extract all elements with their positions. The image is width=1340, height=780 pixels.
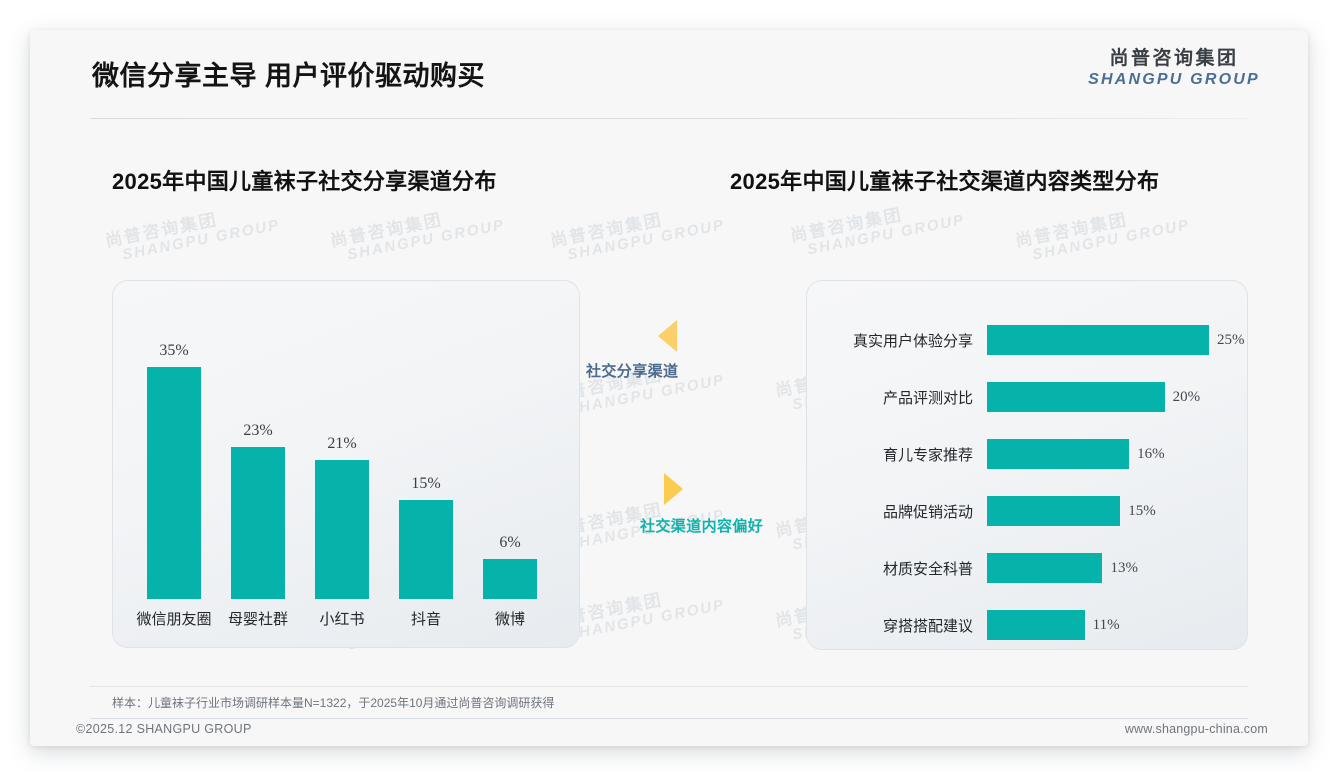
bar-column[interactable]: 35% 微信朋友圈 <box>136 342 211 628</box>
bar-value-label: 25% <box>1217 331 1245 348</box>
bar-value-label: 21% <box>327 434 357 452</box>
bar-category-label: 材质安全科普 <box>882 560 973 578</box>
bar-category-label: 真实用户体验分享 <box>852 332 973 350</box>
bar-category-label: 微博 <box>494 611 525 628</box>
website-link[interactable]: www.shangpu-china.com <box>1124 722 1268 736</box>
left-chart-card: 35% 微信朋友圈 23% 母婴社群 21% 小红书 15% 抖音 6% 微博 <box>112 280 580 648</box>
bar-rect[interactable]: 6% <box>483 534 537 599</box>
watermark-cn: 尚普咨询集团 <box>328 210 445 251</box>
bar-rect[interactable] <box>987 325 1209 355</box>
annotation-label: 社交分享渠道 <box>586 363 679 380</box>
bar-category-label: 母婴社群 <box>227 611 288 628</box>
bar-value-label: 20% <box>1172 388 1201 405</box>
bar-row[interactable]: 穿搭搭配建议 11% <box>807 610 1247 640</box>
bar-rect[interactable]: 35% <box>147 342 201 599</box>
watermark-en: SHANGPU GROUP <box>565 216 727 264</box>
right-chart-card: 真实用户体验分享 25% 产品评测对比 20% 育儿专家推荐 16% 品牌促销活动 15% 材质… <box>806 280 1248 650</box>
bar-category-label: 穿搭搭配建议 <box>882 617 973 635</box>
bar-row[interactable]: 育儿专家推荐 16% <box>807 439 1247 469</box>
horizontal-bar-chart: 真实用户体验分享 25% 产品评测对比 20% 育儿专家推荐 16% 品牌促销活动 15% 材质… <box>807 281 1247 649</box>
brand-name-cn: 尚普咨询集团 <box>1109 48 1239 69</box>
bar-row[interactable]: 品牌促销活动 15% <box>807 496 1247 526</box>
annotation-label: 社交渠道内容偏好 <box>640 518 764 535</box>
footnote-divider <box>90 686 1248 687</box>
left-chart-title: 2025年中国儿童袜子社交分享渠道分布 <box>112 169 497 194</box>
watermark-en: SHANGPU GROUP <box>805 211 967 259</box>
bar-row[interactable]: 真实用户体验分享 25% <box>807 325 1247 355</box>
bar-rect[interactable] <box>987 553 1103 583</box>
footer-divider <box>90 718 1248 719</box>
slide-header: 微信分享主导 用户评价驱动购买 尚普咨询集团 SHANGPU GROUP <box>30 30 1308 120</box>
watermark-cn: 尚普咨询集团 <box>103 210 220 251</box>
bar-column[interactable]: 23% 母婴社群 <box>228 422 288 628</box>
watermark-en: SHANGPU GROUP <box>120 216 282 264</box>
bar-value-label: 15% <box>411 474 441 492</box>
bar-category-label: 微信朋友圈 <box>136 611 212 628</box>
watermark-cn: 尚普咨询集团 <box>548 210 665 251</box>
bar-rect[interactable]: 23% <box>231 422 285 599</box>
bar-rect[interactable]: 21% <box>315 435 369 599</box>
bar-rect[interactable]: 15% <box>399 475 453 599</box>
bar-rect[interactable] <box>987 496 1121 526</box>
annotation-content-preference: 社交渠道内容偏好 <box>640 473 764 536</box>
bar-row[interactable]: 材质安全科普 13% <box>807 553 1247 583</box>
triangle-left-icon <box>658 320 677 352</box>
triangle-right-icon <box>664 473 683 505</box>
copyright-text: ©2025.12 SHANGPU GROUP <box>76 722 252 736</box>
bar-column[interactable]: 21% 小红书 <box>315 435 369 628</box>
bar-value-label: 6% <box>499 534 521 552</box>
page-title: 微信分享主导 用户评价驱动购买 <box>92 61 486 91</box>
annotation-social-share-channel: 社交分享渠道 <box>586 320 679 381</box>
brand-logo: 尚普咨询集团 SHANGPU GROUP <box>1074 48 1274 90</box>
bar-category-label: 品牌促销活动 <box>882 503 973 521</box>
bar-value-label: 16% <box>1137 445 1165 462</box>
bar-rect[interactable] <box>987 382 1165 412</box>
watermark-en: SHANGPU GROUP <box>1030 216 1192 264</box>
bar-column[interactable]: 15% 抖音 <box>399 475 453 628</box>
watermark-en: SHANGPU GROUP <box>345 216 507 264</box>
bar-category-label: 育儿专家推荐 <box>882 446 973 464</box>
bar-value-label: 35% <box>159 342 189 359</box>
vertical-bar-chart: 35% 微信朋友圈 23% 母婴社群 21% 小红书 15% 抖音 6% 微博 <box>113 281 579 647</box>
bar-row[interactable]: 产品评测对比 20% <box>807 382 1247 412</box>
watermark-en: SHANGPU GROUP <box>565 596 727 644</box>
watermark-cn: 尚普咨询集团 <box>1013 210 1130 251</box>
right-chart-title: 2025年中国儿童袜子社交渠道内容类型分布 <box>730 169 1160 194</box>
header-divider <box>90 118 1248 119</box>
bar-value-label: 15% <box>1128 502 1156 519</box>
sample-note: 样本：儿童袜子行业市场调研样本量N=1322，于2025年10月通过尚普咨询调研… <box>112 696 555 710</box>
bar-column[interactable]: 6% 微博 <box>483 534 537 628</box>
bar-rect[interactable] <box>987 439 1130 469</box>
bar-category-label: 抖音 <box>410 611 441 628</box>
bar-value-label: 11% <box>1092 616 1120 633</box>
bar-rect[interactable] <box>987 610 1085 640</box>
watermark-cn: 尚普咨询集团 <box>788 205 905 246</box>
slide-page: 微信分享主导 用户评价驱动购买 尚普咨询集团 SHANGPU GROUP 尚普咨… <box>30 30 1308 746</box>
bar-value-label: 13% <box>1110 559 1138 576</box>
bar-value-label: 23% <box>243 421 273 439</box>
bar-category-label: 小红书 <box>319 611 365 628</box>
bar-category-label: 产品评测对比 <box>882 389 973 407</box>
brand-name-en: SHANGPU GROUP <box>1088 70 1260 88</box>
